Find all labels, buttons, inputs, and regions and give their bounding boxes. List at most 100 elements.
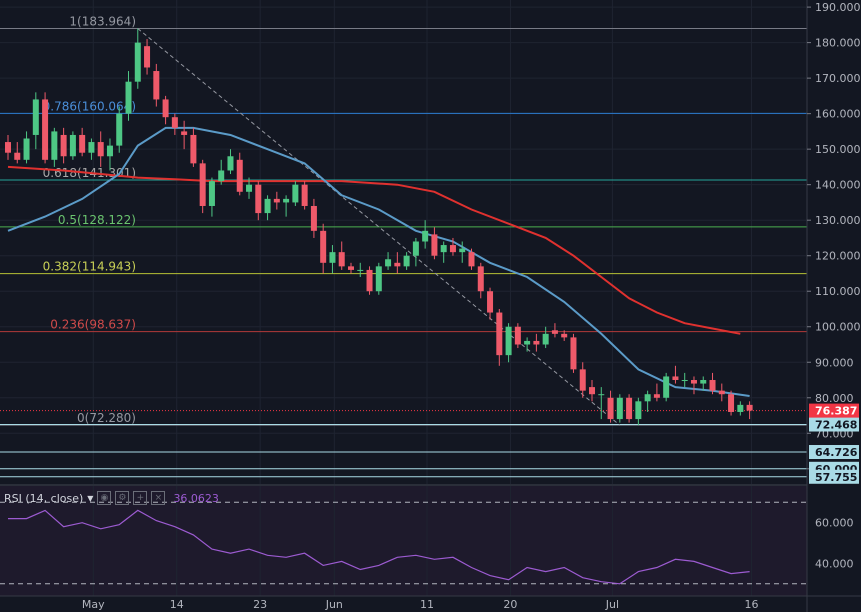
y-tick-label: 100.000	[815, 321, 861, 334]
close-icon[interactable]: ×	[151, 491, 166, 505]
y-tick-label: 150.000	[815, 143, 861, 156]
candle-body	[737, 404, 744, 412]
candle-body	[310, 205, 317, 231]
sma-blue-line	[7, 126, 750, 397]
candle-body	[79, 134, 86, 153]
candle-body	[32, 99, 39, 135]
candle-body	[422, 230, 429, 242]
candle-body	[709, 380, 716, 391]
candle-body	[106, 145, 113, 157]
candle-body	[681, 380, 688, 382]
grid	[0, 0, 861, 596]
candle-body	[505, 326, 512, 356]
candle-body	[264, 198, 271, 214]
candle-body	[718, 390, 725, 395]
candle-body	[357, 269, 364, 271]
candle-body	[153, 71, 160, 100]
sma-red-line	[7, 165, 741, 335]
eye-icon[interactable]: ◉	[97, 491, 112, 505]
level-badge: 64.726	[815, 446, 858, 459]
fib-label: 0.382(114.943)	[43, 260, 136, 274]
candle-body	[690, 380, 697, 384]
candle-body	[728, 394, 735, 412]
candle-body	[616, 397, 623, 420]
candle-body	[496, 312, 503, 356]
candle-body	[14, 152, 21, 160]
candle-body	[598, 394, 605, 396]
candle-body	[653, 394, 660, 398]
y-tick-label: 80.000	[815, 392, 854, 405]
moving-averages	[7, 126, 750, 397]
x-tick-label: 23	[253, 598, 267, 611]
candle-body	[320, 230, 327, 263]
candle-body	[366, 269, 373, 292]
candle-body	[533, 340, 540, 345]
level-badge-bg	[809, 469, 859, 484]
candle-body	[663, 376, 670, 398]
rsi-value: 36.0623	[173, 491, 219, 505]
candle-body	[51, 131, 58, 160]
candle-body	[385, 259, 392, 267]
candle-body	[589, 387, 596, 395]
candle-body	[329, 252, 336, 263]
rsi-tick-label: 40.000	[815, 557, 854, 570]
candle-body	[338, 252, 345, 267]
x-tick-label: 11	[420, 598, 434, 611]
x-tick-label: 16	[744, 598, 758, 611]
y-tick-label: 130.000	[815, 214, 861, 227]
settings-icon[interactable]: ⚙	[115, 491, 130, 505]
candle-body	[514, 326, 521, 345]
candle-body	[394, 262, 401, 267]
candle-body	[144, 46, 151, 68]
fibonacci-retracement[interactable]: 1(183.964)0.786(160.064)0.618(141.301)0.…	[0, 15, 807, 426]
rsi-line	[8, 509, 750, 585]
candle-body	[292, 184, 299, 203]
candle-body	[190, 134, 197, 164]
candle-body	[477, 266, 484, 292]
rsi-label[interactable]: RSI (14, close)	[4, 491, 84, 505]
candle-body	[246, 184, 253, 192]
rsi-legend[interactable]: RSI (14, close) ▼ ◉ ⚙ + × 36.0623	[4, 490, 219, 506]
plus-icon[interactable]: +	[133, 491, 148, 505]
candle-body	[542, 333, 549, 345]
candle-body	[283, 198, 290, 203]
candle-body	[255, 184, 262, 214]
y-tick-label: 160.000	[815, 108, 861, 121]
candle-body	[644, 394, 651, 402]
fib-label: 0(72.280)	[77, 411, 136, 425]
x-tick-label: Jun	[325, 598, 343, 611]
candle-body	[69, 134, 76, 157]
candle-body	[440, 245, 447, 253]
candle-body	[607, 397, 614, 420]
candle-body	[449, 245, 456, 253]
rsi-pane	[0, 501, 807, 585]
candle-body	[412, 241, 419, 256]
candle-body	[134, 42, 141, 82]
candle-body	[60, 134, 67, 157]
last-price-badge-bg	[809, 403, 859, 418]
y-tick-label: 140.000	[815, 179, 861, 192]
rsi-tick-label: 60.000	[815, 517, 854, 530]
candle-body	[116, 113, 123, 146]
horizontal-levels[interactable]	[0, 410, 807, 478]
candle-body	[561, 333, 568, 338]
level-badge-bg	[809, 445, 859, 460]
x-tick-label: May	[82, 598, 105, 611]
y-tick-label: 110.000	[815, 285, 861, 298]
fib-label: 0.5(128.122)	[58, 213, 136, 227]
candle-body	[5, 142, 11, 153]
candle-body	[199, 163, 206, 206]
candle-body	[227, 156, 234, 171]
candle-body	[700, 380, 707, 384]
candle-body	[672, 376, 679, 381]
trendline[interactable]	[137, 28, 621, 426]
price-axis-background	[807, 0, 861, 612]
x-tick-label: 14	[170, 598, 184, 611]
candle-body	[88, 142, 95, 153]
candle-body	[746, 404, 753, 411]
candle-body	[42, 99, 49, 160]
candle-body	[431, 234, 438, 256]
chevron-down-icon[interactable]: ▼	[87, 493, 94, 503]
level-badge: 57.755	[815, 471, 857, 484]
